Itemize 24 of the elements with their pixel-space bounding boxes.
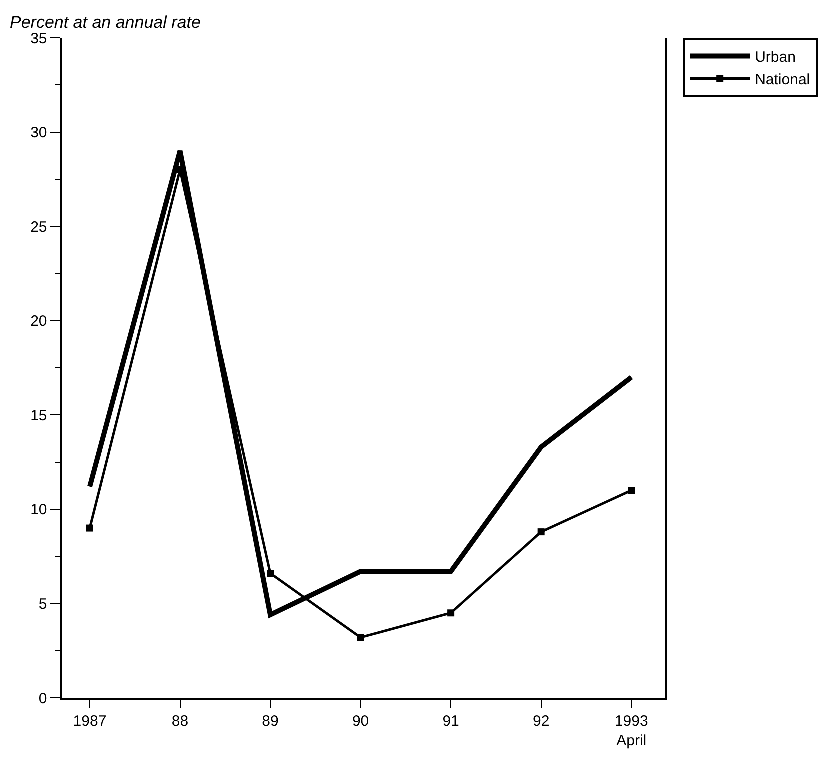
y-tick-label: 30: [30, 124, 48, 142]
legend-label: National: [755, 72, 810, 89]
point: [628, 487, 636, 494]
point: [86, 524, 94, 532]
point: [357, 634, 364, 642]
y-tick-label: 0: [38, 690, 48, 708]
point: [448, 610, 455, 617]
y-axis-title: Percent at an annual rate: [10, 13, 201, 32]
y-tick-label: 25: [30, 218, 48, 236]
legend-label: Urban: [755, 49, 796, 66]
y-tick-label: 35: [30, 30, 48, 48]
y-tick-label: 15: [30, 407, 48, 424]
y-tick-label: 5: [38, 596, 48, 613]
x-tick-label: 1987: [73, 712, 107, 730]
y-tick-label: 10: [30, 502, 48, 519]
x-tick-label: 1993 April: [614, 712, 648, 750]
point: [267, 570, 274, 578]
x-tick-label: 91: [442, 712, 460, 730]
x-tick-label: 89: [262, 712, 279, 730]
x-tick-label: 88: [172, 712, 189, 730]
point: [538, 528, 545, 536]
y-tick-label: 20: [30, 313, 48, 330]
x-tick-label: 92: [532, 712, 550, 730]
x-tick-label: 90: [352, 712, 370, 730]
